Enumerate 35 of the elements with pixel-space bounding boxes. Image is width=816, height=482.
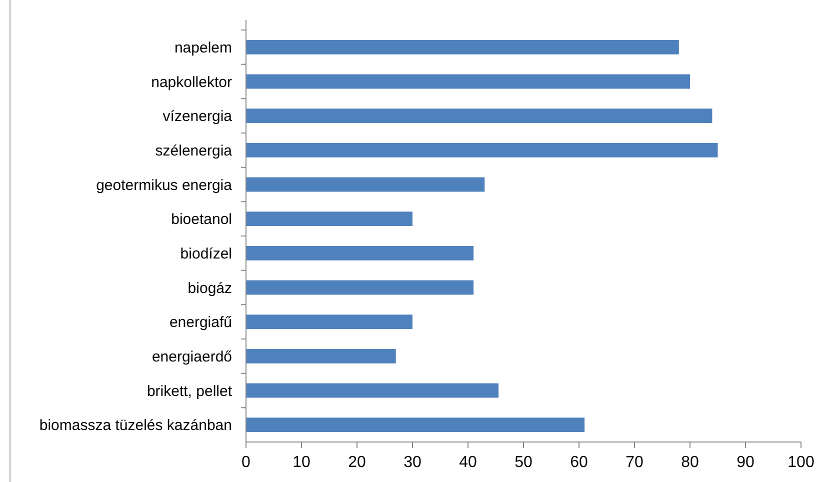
x-tick-label: 10 — [292, 454, 310, 471]
y-tick-label: szélenergia — [155, 142, 233, 160]
bar — [246, 212, 412, 226]
bar — [246, 383, 499, 398]
bar — [246, 74, 690, 89]
x-tick-label: 60 — [570, 454, 588, 471]
y-tick-label: biogáz — [188, 280, 232, 297]
x-tick-label: 50 — [514, 454, 532, 471]
x-tick-label: 20 — [348, 454, 366, 471]
bar — [246, 246, 474, 260]
bar — [246, 40, 679, 54]
bar — [246, 314, 412, 330]
x-tick-label: 70 — [626, 454, 644, 471]
x-tick-label: 80 — [681, 454, 699, 471]
y-tick-label: bioetanol — [171, 211, 232, 228]
y-tick-label: biodízel — [180, 245, 232, 262]
y-tick-label: vízenergia — [162, 108, 233, 126]
y-tick-label: biomassza tüzelés kazánban — [39, 417, 232, 434]
x-tick-label: 90 — [736, 454, 754, 471]
bar — [246, 142, 718, 158]
bar — [246, 177, 485, 192]
y-tick-label: energiafű — [169, 314, 232, 332]
y-tick-label: brikett, pellet — [146, 382, 233, 400]
y-tick-label: napkollektor — [151, 74, 232, 91]
x-tick-label: 40 — [459, 454, 477, 471]
x-tick-label: 100 — [788, 454, 814, 471]
y-tick-label: napelem — [174, 39, 232, 56]
bar — [246, 348, 396, 364]
y-tick-label: energiaerdő — [152, 348, 232, 366]
bar — [246, 418, 585, 432]
bar — [246, 108, 712, 124]
x-tick-label: 30 — [404, 454, 422, 471]
x-tick-label: 0 — [242, 454, 251, 471]
bar — [246, 280, 474, 295]
y-tick-label: geotermikus energia — [96, 176, 233, 194]
